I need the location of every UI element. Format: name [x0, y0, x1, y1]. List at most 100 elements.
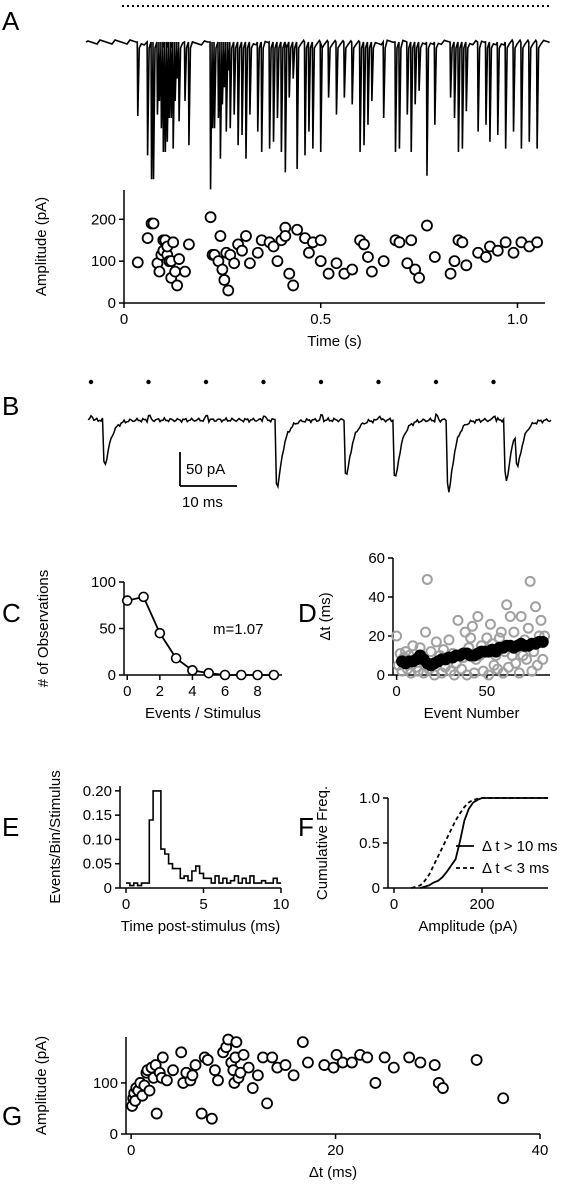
amplitude-point	[169, 265, 182, 278]
y-tick-label: 1.0	[359, 790, 380, 807]
y-tick-label: 200	[91, 211, 116, 228]
x-tick-label: 2	[156, 683, 164, 700]
y-axis-label: Events/Bin/Stimulus	[47, 770, 64, 903]
amplitude-point	[444, 267, 457, 280]
interval-point	[430, 636, 442, 648]
amplitude-point	[448, 255, 461, 268]
amplitude-vs-interval-point	[175, 1046, 188, 1059]
panel-e: 0 5 10 0 0.05 0.10 0.15 0.20 Time post-stimulus …	[47, 770, 289, 935]
amplitude-point	[204, 211, 217, 224]
interval-point	[452, 614, 464, 626]
x-tick-label: 10	[273, 896, 290, 913]
amplitude-point	[171, 279, 184, 292]
interval-point	[495, 626, 507, 638]
amplitude-point	[499, 236, 512, 249]
interval-point	[421, 573, 433, 585]
amplitude-point	[393, 236, 406, 249]
interval-point	[461, 669, 473, 681]
interval-point	[510, 657, 522, 669]
y-tick-label: 0.15	[83, 807, 112, 824]
interval-point	[522, 622, 534, 634]
x-tick-label: 0	[123, 683, 131, 700]
panel-letter-b: B	[2, 391, 19, 421]
amplitude-point	[460, 259, 473, 272]
interval-point	[513, 667, 525, 679]
amplitude-point	[183, 238, 195, 251]
amplitude-vs-interval-point	[143, 1084, 156, 1097]
distribution-point	[235, 669, 247, 681]
amplitude-point	[283, 267, 296, 280]
amplitude-vs-interval-point	[361, 1051, 374, 1064]
interval-point	[530, 601, 542, 613]
x-tick-label: 0	[120, 311, 128, 328]
running-mean-point	[536, 635, 549, 648]
interval-point	[484, 618, 496, 630]
interval-point	[524, 575, 536, 587]
amplitude-vs-interval-point	[403, 1051, 416, 1064]
y-tick-label: 0	[110, 1126, 118, 1143]
raw-current-trace	[85, 38, 550, 190]
amplitude-point	[216, 263, 229, 276]
amplitude-point	[314, 255, 327, 268]
x-tick-label: 20	[327, 1142, 344, 1159]
y-axis-label: Δt (ms)	[317, 592, 334, 640]
interval-point	[391, 630, 403, 642]
distribution-line	[127, 595, 274, 676]
y-tick-label: 0	[104, 880, 112, 897]
x-tick-label: 5	[199, 896, 207, 913]
interval-point	[535, 614, 547, 626]
y-tick-label: 0.5	[359, 835, 380, 852]
y-tick-label: 20	[368, 628, 385, 645]
amplitude-vs-interval-point	[237, 1048, 250, 1061]
stimulus-dot	[203, 379, 209, 385]
interval-point	[407, 640, 419, 652]
distribution-point	[170, 652, 182, 664]
distribution-point	[252, 669, 263, 681]
evoked-current-trace	[87, 412, 552, 493]
amplitude-vs-interval-point	[327, 1061, 340, 1074]
amplitude-point	[173, 253, 185, 265]
distribution-point	[203, 667, 215, 679]
distribution-point	[219, 669, 231, 681]
amplitude-point	[141, 232, 154, 245]
amplitude-vs-interval-point	[230, 1036, 243, 1049]
interval-point	[508, 626, 520, 638]
amplitude-point	[428, 251, 441, 263]
distribution-point	[268, 669, 280, 681]
y-tick-label: 0	[377, 667, 385, 684]
amplitude-vs-interval-point	[150, 1107, 163, 1120]
amplitude-vs-interval-point	[209, 1064, 221, 1077]
stimulus-dot	[318, 379, 324, 385]
panel-letter-f: F	[298, 812, 314, 842]
amplitude-point	[405, 234, 418, 247]
x-tick-label: 6	[221, 683, 229, 700]
amplitude-point	[491, 244, 504, 257]
scale-bar-time-label: 10 ms	[182, 494, 223, 511]
legend-label: Δ t > 10 ms	[482, 838, 557, 855]
amplitude-point	[147, 217, 160, 230]
amplitude-vs-interval-point	[414, 1056, 427, 1069]
amplitude-vs-interval-point	[266, 1051, 279, 1064]
amplitude-vs-interval-point	[195, 1107, 208, 1120]
y-tick-label: 0.05	[83, 856, 112, 873]
amplitude-vs-interval-point	[251, 1069, 264, 1082]
mean-annotation: m=1.07	[213, 621, 263, 638]
cumulative-curve-2	[411, 797, 548, 889]
amplitude-vs-interval-point	[186, 1069, 199, 1082]
x-axis-label: Δt (ms)	[309, 1164, 357, 1181]
y-tick-label: 60	[368, 550, 385, 567]
x-axis-label: Event Number	[424, 705, 520, 722]
interval-point	[501, 599, 513, 611]
panel-f: 0 200 0 0.5 1.0 Amplitude (pA) Cumulative Freq…	[314, 786, 557, 935]
amplitude-vs-interval-point	[387, 1061, 400, 1074]
amplitude-point	[507, 246, 520, 259]
amplitude-point	[236, 244, 248, 257]
amplitude-point	[167, 236, 180, 249]
amplitude-vs-interval-point	[279, 1059, 292, 1071]
amplitude-point	[179, 265, 191, 278]
histogram-outline	[126, 790, 281, 887]
y-tick-label: 0.10	[83, 831, 112, 848]
x-tick-label: 40	[532, 1142, 549, 1159]
amplitude-point	[358, 238, 370, 251]
